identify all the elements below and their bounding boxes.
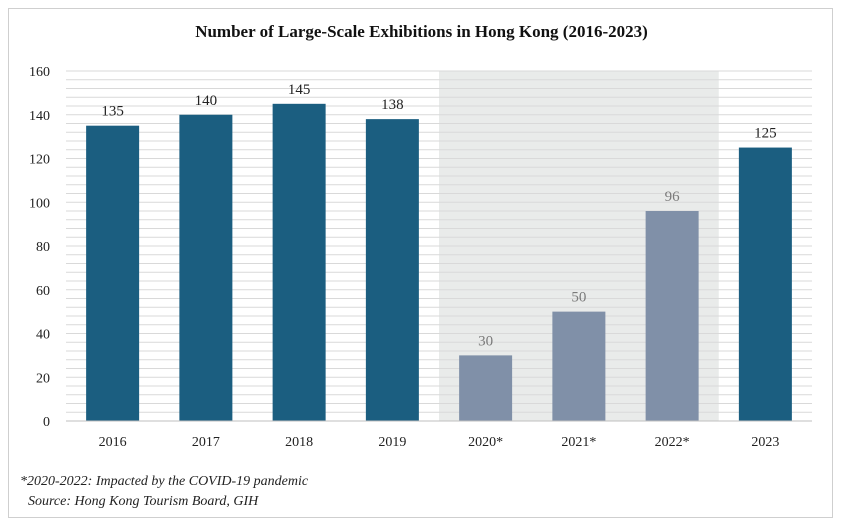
- bar: [86, 125, 140, 421]
- data-label: 140: [195, 93, 218, 109]
- x-tick-label: 2019: [378, 435, 406, 450]
- x-tick-label: 2023: [751, 435, 779, 450]
- x-tick-label: 2016: [99, 435, 127, 450]
- bar: [179, 114, 233, 421]
- x-tick-label: 2020*: [468, 435, 503, 450]
- footnote: *2020-2022: Impacted by the COVID-19 pan…: [20, 474, 309, 489]
- y-tick-label: 60: [36, 284, 50, 299]
- bar: [272, 103, 326, 421]
- bar: [459, 355, 513, 421]
- data-label: 135: [101, 104, 124, 120]
- y-tick-label: 160: [29, 65, 50, 80]
- y-tick-label: 20: [36, 371, 50, 386]
- data-label: 50: [571, 290, 586, 306]
- y-tick-label: 40: [36, 328, 50, 343]
- x-tick-label: 2017: [192, 435, 220, 450]
- y-tick-label: 0: [43, 415, 50, 430]
- x-tick-label: 2021*: [561, 435, 596, 450]
- y-tick-label: 80: [36, 240, 50, 255]
- bar: [365, 119, 419, 421]
- x-tick-label: 2022*: [655, 435, 690, 450]
- source-note: Source: Hong Kong Tourism Board, GIH: [28, 494, 259, 509]
- bar: [738, 147, 792, 421]
- chart-title: Number of Large-Scale Exhibitions in Hon…: [195, 22, 648, 41]
- data-label: 96: [665, 189, 681, 205]
- data-label: 138: [381, 97, 404, 113]
- bar: [645, 211, 699, 421]
- bar: [552, 311, 606, 421]
- x-tick-label: 2018: [285, 435, 313, 450]
- data-label: 145: [288, 82, 311, 98]
- y-tick-label: 140: [29, 109, 50, 124]
- data-label: 125: [754, 126, 777, 142]
- y-tick-label: 100: [29, 196, 50, 211]
- data-label: 30: [478, 333, 493, 349]
- y-tick-label: 120: [29, 153, 50, 168]
